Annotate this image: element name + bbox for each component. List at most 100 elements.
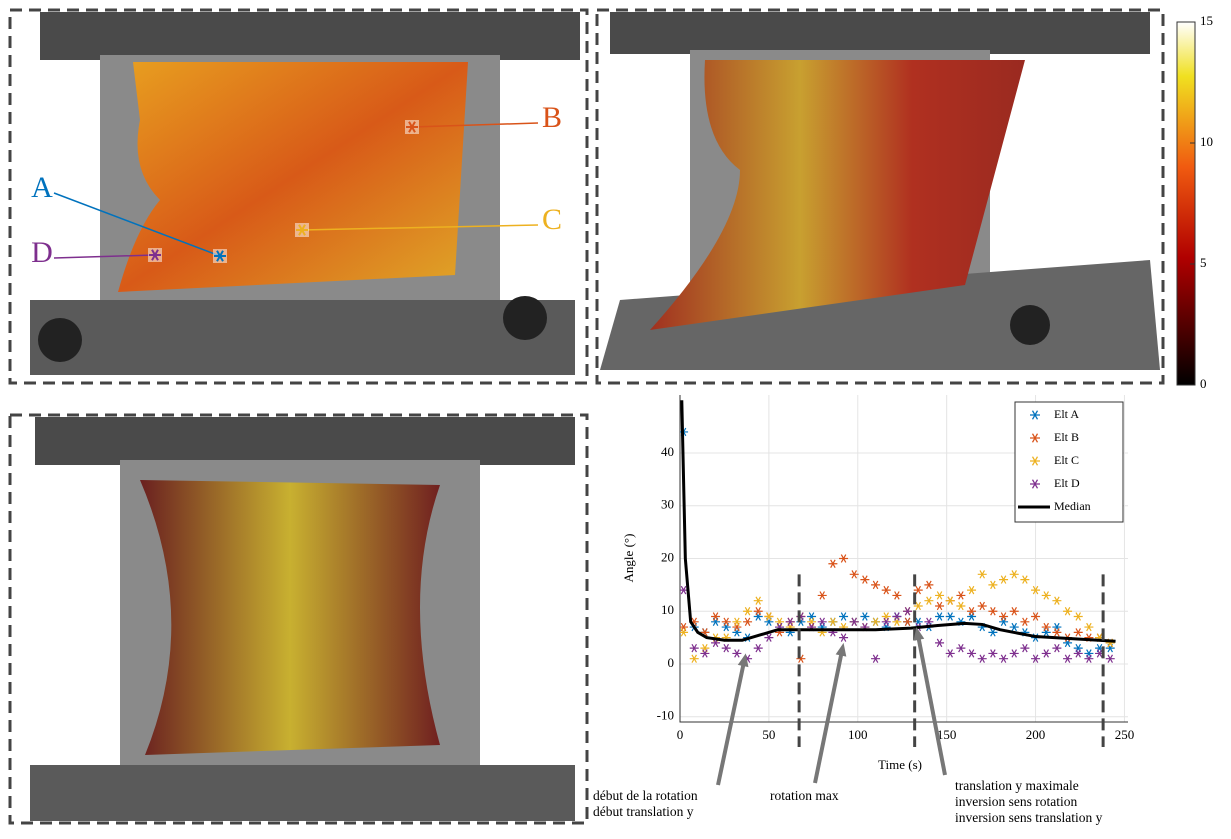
data-point (764, 612, 774, 621)
y-axis-label: Angle (°) (621, 534, 636, 583)
data-point (817, 591, 827, 600)
data-point (1041, 649, 1051, 658)
element-label: B (542, 101, 562, 134)
x-tick-label: 100 (848, 727, 868, 742)
annotation-text: inversion sens translation y (955, 810, 1103, 825)
data-point (1009, 607, 1019, 616)
data-point (828, 617, 838, 627)
data-point (753, 596, 763, 605)
annotation-text: début translation y (593, 804, 694, 819)
data-point (999, 575, 1009, 584)
legend-box (1014, 401, 1124, 523)
legend-label: Elt A (1054, 407, 1079, 421)
data-point (700, 649, 710, 658)
annotation-arrowhead (913, 627, 925, 641)
colorbar-tick-label: 10 (1200, 134, 1213, 149)
legend-label: Elt C (1054, 453, 1079, 467)
data-point (967, 649, 977, 658)
data-point (903, 617, 913, 627)
data-point (935, 638, 945, 648)
data-point (924, 596, 934, 605)
data-point (1041, 622, 1051, 632)
data-point (839, 612, 849, 621)
legend-label: Elt D (1054, 476, 1080, 490)
x-tick-label: 150 (937, 727, 957, 742)
y-tick-label: 20 (661, 549, 674, 564)
legend-marker (1030, 479, 1040, 489)
photo-panel-1 (8, 8, 589, 385)
data-point (945, 649, 955, 658)
data-point (913, 601, 923, 611)
data-point (860, 612, 870, 621)
data-point (1073, 649, 1083, 658)
element-marker (296, 224, 308, 236)
data-point (1052, 643, 1062, 653)
y-tick-label: 0 (668, 655, 675, 670)
data-point (871, 580, 881, 590)
data-point (977, 654, 987, 663)
data-point (1063, 607, 1073, 616)
data-point (1073, 612, 1083, 621)
data-point (913, 585, 923, 595)
annotation-text: inversion sens rotation (955, 794, 1077, 809)
annotation-text: début de la rotation (593, 788, 698, 803)
data-point (977, 570, 987, 579)
data-point (967, 585, 977, 595)
x-tick-label: 200 (1026, 727, 1046, 742)
data-point (1084, 654, 1094, 663)
data-point (1105, 654, 1115, 663)
data-point (945, 596, 955, 605)
data-point (871, 617, 881, 627)
data-point (828, 559, 838, 568)
data-point (988, 580, 998, 590)
data-point (680, 628, 689, 637)
data-point (935, 612, 945, 621)
data-point (1052, 596, 1062, 605)
data-point (1052, 628, 1062, 637)
legend-marker (1030, 433, 1040, 443)
data-point (1031, 654, 1041, 663)
data-point (785, 617, 795, 627)
colorbar-tick-label: 15 (1200, 13, 1213, 28)
annotation-arrow (716, 660, 747, 786)
label-leader (53, 254, 156, 259)
data-point (849, 570, 859, 579)
plot-marks (680, 400, 1116, 663)
annotation-arrowhead (835, 642, 847, 657)
annotation-arrow (813, 650, 844, 784)
colorbar-tick-label: 0 (1200, 376, 1207, 391)
data-point (753, 643, 763, 653)
data-point (881, 617, 891, 627)
data-point (839, 554, 849, 563)
data-point (1020, 575, 1030, 584)
data-point (817, 617, 827, 627)
element-marker (214, 250, 226, 262)
photo-panel-2 (595, 8, 1165, 385)
legend-marker (1030, 410, 1040, 420)
data-point (753, 607, 763, 616)
data-point (999, 612, 1009, 621)
data-point (977, 601, 987, 611)
element-label: D (31, 236, 53, 269)
colorbar (1176, 21, 1196, 386)
colorbar-tick-label: 5 (1200, 255, 1207, 270)
data-point (711, 612, 721, 621)
legend-label: Elt B (1054, 430, 1079, 444)
label-leader (301, 224, 539, 231)
data-point (1020, 617, 1030, 627)
data-point (689, 643, 699, 653)
data-point (903, 607, 913, 616)
data-point (988, 607, 998, 616)
data-point (1073, 628, 1083, 637)
legend-marker (1030, 456, 1040, 466)
data-point (1009, 570, 1019, 579)
median-line (680, 400, 1116, 643)
photo-panel-3 (8, 413, 589, 825)
data-point (945, 612, 955, 621)
legend-label: Median (1054, 499, 1091, 513)
axis (679, 395, 1128, 723)
element-marker (149, 249, 161, 261)
data-point (924, 580, 934, 590)
data-point (988, 628, 998, 637)
